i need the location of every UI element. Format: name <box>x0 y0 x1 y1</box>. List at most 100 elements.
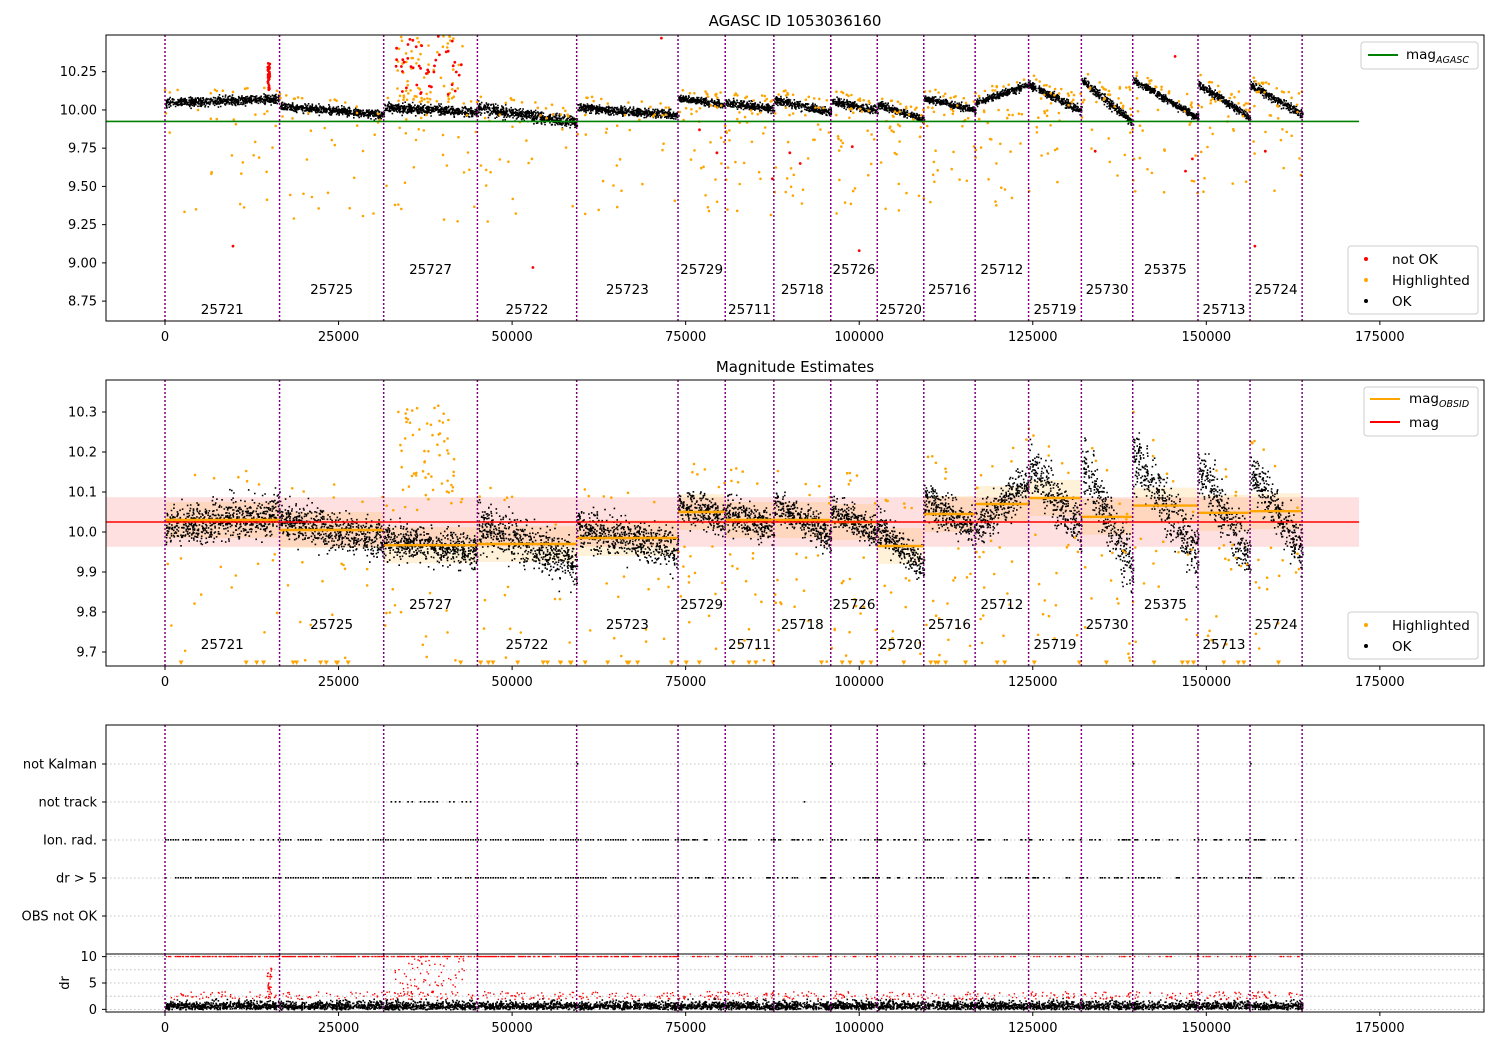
legend-ok-marker <box>1364 299 1368 303</box>
ok-points-2 <box>165 432 1304 594</box>
x-tick-label: 175000 <box>1355 675 1405 690</box>
obsid-label: 25723 <box>606 282 649 298</box>
x-tick-label: 50000 <box>491 675 532 690</box>
obsid-label: 25720 <box>879 302 922 318</box>
estimates-legend-lower: Highlighted OK <box>1347 611 1479 660</box>
y-tick-label: 10.2 <box>68 446 97 461</box>
obsid-label: 25720 <box>879 637 922 653</box>
obsid-label: 25722 <box>506 302 549 318</box>
y-tick-label: 10.25 <box>60 65 97 80</box>
x-tick-label: 125000 <box>1008 1021 1058 1036</box>
legend-highlighted-marker <box>1364 278 1368 282</box>
dr-panel-y-ticks: 0 5 10 <box>80 950 106 1018</box>
obsid-label: 25727 <box>409 597 452 613</box>
obsid-boundary-lines-1 <box>164 35 1303 321</box>
agasc-legend-lower: not OK Highlighted OK <box>1347 245 1479 315</box>
y-tick-label: 10.0 <box>68 526 97 541</box>
dr-data-layer <box>165 955 1304 1011</box>
estimates-panel-title: Magnitude Estimates <box>716 358 874 376</box>
x-tick-label: 125000 <box>1008 330 1058 345</box>
x-tick-label: 0 <box>161 330 169 345</box>
x-tick-label: 50000 <box>491 330 532 345</box>
flags-panel: not Kalman not track Ion. rad. dr > 5 OBS no… <box>22 724 1485 955</box>
agasc-panel-title: AGASC ID 1053036160 <box>709 12 882 30</box>
x-tick-label: 0 <box>161 675 169 690</box>
estimates-panel-frame <box>105 379 1485 667</box>
obsid-label: 25729 <box>680 597 723 613</box>
flags-data-layer <box>165 763 1303 879</box>
legend-highlighted-marker-2 <box>1364 623 1368 627</box>
dr-axis-label: dr <box>58 976 73 990</box>
y-tick-label: 9.50 <box>68 180 97 195</box>
highlighted-points <box>163 35 1304 223</box>
y-tick-label: 8.75 <box>68 295 97 310</box>
x-tick-label: 175000 <box>1355 330 1405 345</box>
x-tick-label: 100000 <box>834 1021 884 1036</box>
y-tick-label: 9.7 <box>76 646 97 661</box>
y-tick-label: 9.8 <box>76 606 97 621</box>
agasc-panel-data-layer <box>106 35 1360 269</box>
x-tick-label: 175000 <box>1355 1021 1405 1036</box>
obsid-label: 25727 <box>409 262 452 278</box>
dr-panel-x-ticks: 0 25000 50000 75000 100000 125000 150000 175000 <box>161 1012 1405 1036</box>
obsid-label: 25729 <box>680 262 723 278</box>
agasc-panel-x-ticks: 0 25000 50000 75000 100000 125000 150000 175000 <box>161 321 1405 345</box>
estimates-legend-upper: magOBSID mag <box>1363 386 1479 437</box>
legend-not-ok-label: not OK <box>1392 252 1439 268</box>
legend-mag-obsid-label: magOBSID <box>1409 391 1469 410</box>
x-tick-label: 125000 <box>1008 675 1058 690</box>
flag-category-label: dr > 5 <box>56 872 97 887</box>
obsid-label: 25713 <box>1203 637 1246 653</box>
x-tick-label: 75000 <box>665 330 706 345</box>
legend-lower-box <box>1347 245 1479 315</box>
y-tick-label: 10.1 <box>68 486 97 501</box>
obsid-label: 25723 <box>606 617 649 633</box>
x-tick-label: 25000 <box>318 330 359 345</box>
y-tick-label: 9.9 <box>76 566 97 581</box>
estimates-panel-x-ticks: 0 25000 50000 75000 100000 125000 150000 175000 <box>161 666 1405 690</box>
obsid-labels-1: 25721 25725 25727 25722 25723 25729 25711 25718… <box>201 262 1298 318</box>
x-tick-label: 150000 <box>1181 1021 1231 1036</box>
agasc-scatter-points <box>106 35 1360 269</box>
legend-ok-label-2: OK <box>1392 639 1413 655</box>
obsid-label: 25722 <box>506 637 549 653</box>
dr-y-tick-label: 5 <box>89 977 97 992</box>
obsid-label: 25718 <box>781 617 824 633</box>
obsid-label: 25725 <box>310 617 353 633</box>
obsid-label: 25718 <box>781 282 824 298</box>
legend-highlighted-label-2: Highlighted <box>1392 618 1470 634</box>
x-tick-label: 25000 <box>318 1021 359 1036</box>
estimates-panel-data-layer <box>106 404 1360 666</box>
legend-mag-agasc-label: magAGASC <box>1406 47 1469 66</box>
obsid-label: 25713 <box>1203 302 1246 318</box>
legend-lower-box-2 <box>1347 611 1479 660</box>
obsid-label: 25375 <box>1144 262 1187 278</box>
dr-panel: 0 5 10 0 25000 50000 75000 100000 125000 150000 1… <box>58 950 1485 1036</box>
obsid-label: 25726 <box>833 597 876 613</box>
x-tick-label: 50000 <box>491 1021 532 1036</box>
obsid-label: 25724 <box>1255 282 1298 298</box>
legend-upper-box <box>1360 41 1479 70</box>
legend-mag-label: mag <box>1409 415 1439 431</box>
flag-category-label: not Kalman <box>23 758 97 773</box>
x-tick-label: 25000 <box>318 675 359 690</box>
obsid-label: 25712 <box>980 597 1023 613</box>
x-tick-label: 75000 <box>665 1021 706 1036</box>
y-tick-label: 10.3 <box>68 406 97 421</box>
obsid-label: 25719 <box>1034 637 1077 653</box>
x-tick-label: 100000 <box>834 330 884 345</box>
agasc-panel-frame <box>105 34 1485 322</box>
x-tick-label: 75000 <box>665 675 706 690</box>
x-tick-label: 150000 <box>1181 675 1231 690</box>
legend-ok-marker-2 <box>1364 644 1368 648</box>
estimates-plot-area <box>106 404 1360 666</box>
obsid-label: 25711 <box>728 637 771 653</box>
obsid-label: 25730 <box>1086 282 1129 298</box>
y-tick-label: 9.00 <box>68 256 97 271</box>
dr-y-tick-label: 10 <box>80 950 97 965</box>
legend-highlighted-label: Highlighted <box>1392 273 1470 289</box>
flag-category-label: not track <box>38 796 97 811</box>
dr-flagged-points <box>165 955 1302 1001</box>
obsid-label: 25725 <box>310 282 353 298</box>
